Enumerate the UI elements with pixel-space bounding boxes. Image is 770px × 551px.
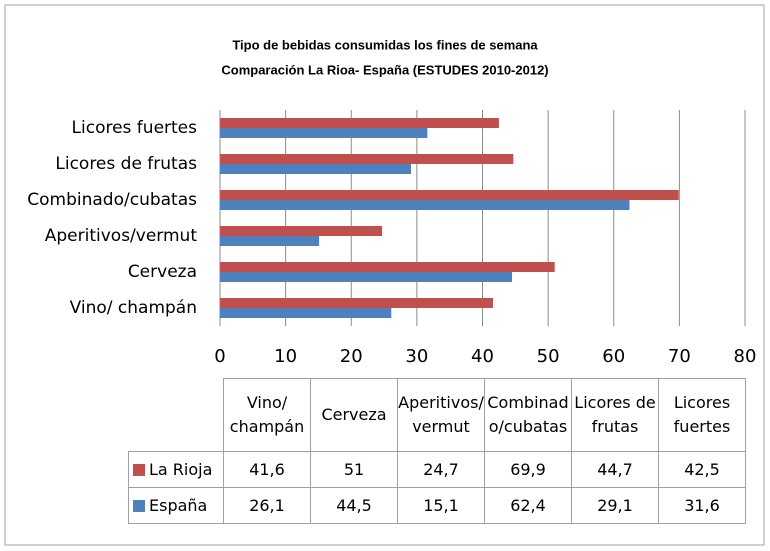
bar [220,128,428,138]
chart-border [4,4,765,546]
table-value: 42,5 [658,451,746,488]
table-header: Aperitivos/vermut [397,378,485,452]
bar [220,190,679,200]
table-header: Licores de frutas [571,378,659,452]
table-value: 26,1 [223,487,311,524]
table-value: 41,6 [223,451,311,488]
bar [220,164,411,174]
table-header: Cerveza [310,378,398,452]
table-value: 69,9 [484,451,572,488]
bar [220,154,514,164]
table-value: 62,4 [484,487,572,524]
y-tick-label: Licores de frutas [55,154,197,174]
legend-entry: España [128,487,224,524]
y-tick-label: Cerveza [128,262,197,282]
table-value: 31,6 [658,487,746,524]
x-tick-label: 10 [274,346,297,367]
table-corner [128,378,224,452]
x-tick-label: 80 [734,346,757,367]
y-tick-label: Vino/ champán [70,298,197,318]
x-tick-label: 30 [405,346,428,367]
table-value: 44,7 [571,451,659,488]
table-value: 24,7 [397,451,485,488]
x-tick-label: 60 [602,346,625,367]
table-value: 15,1 [397,487,485,524]
bar [220,236,320,246]
y-tick-label: Aperitivos/vermut [45,226,198,246]
x-tick-label: 70 [668,346,691,367]
legend-label: España [149,496,208,515]
bar [220,308,392,318]
y-tick-label: Combinado/cubatas [27,190,197,210]
table-header-row: Vino/ champán Cerveza Aperitivos/vermut Com… [128,378,746,452]
y-tick-label: Licores fuertes [72,118,198,138]
legend-label: La Rioja [149,460,213,479]
bar [220,118,499,128]
table-header: Licores fuertes [658,378,746,452]
table-value: 51 [310,451,398,488]
chart-title: Tipo de bebidas consumidas los fines de … [232,37,538,52]
legend-key [133,464,145,476]
table-row: España 26,1 44,5 15,1 62,4 29,1 31,6 [128,487,746,524]
legend-key [133,500,145,512]
chart-subtitle: Comparación La Rioa- España (ESTUDES 201… [221,62,548,77]
table-header: Vino/ champán [223,378,311,452]
x-tick-label: 50 [537,346,560,367]
legend-entry: La Rioja [128,451,224,488]
bar [220,226,383,236]
table-header: Combinado/cubatas [484,378,572,452]
table-value: 44,5 [310,487,398,524]
bar [220,272,513,282]
bar [220,298,493,308]
data-table: Vino/ champán Cerveza Aperitivos/vermut Com… [128,378,746,524]
x-tick-label: 20 [340,346,363,367]
bar [220,262,555,272]
table-row: La Rioja 41,6 51 24,7 69,9 44,7 42,5 [128,451,746,488]
x-tick-label: 40 [471,346,494,367]
table-value: 29,1 [571,487,659,524]
bar [220,200,630,210]
x-tick-label: 0 [214,346,225,367]
